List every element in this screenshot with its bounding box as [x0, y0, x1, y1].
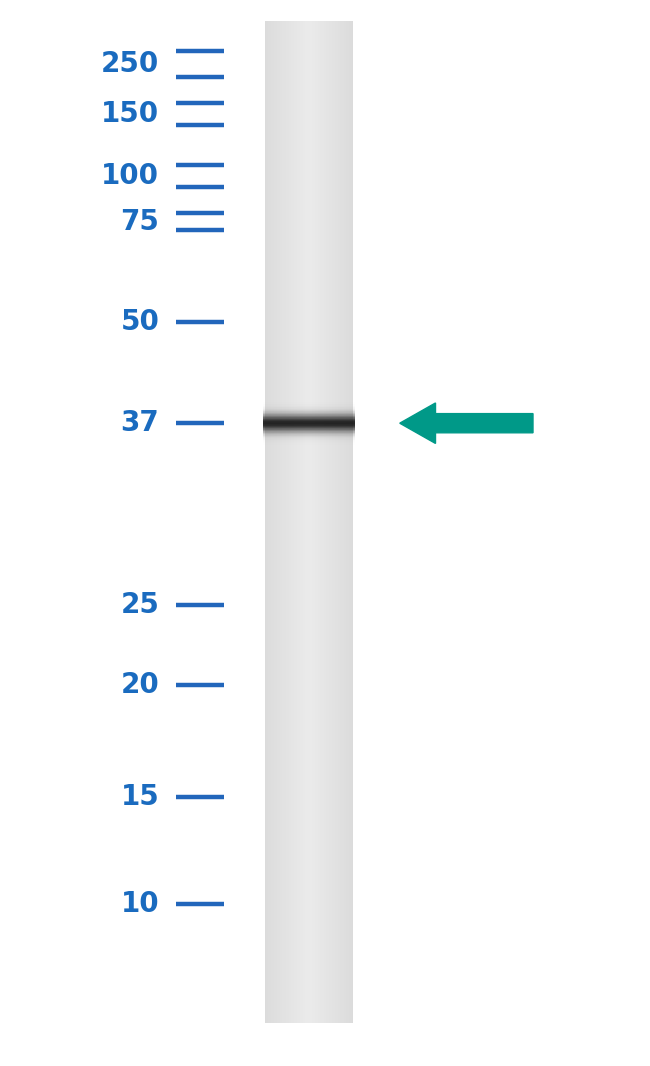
Text: 75: 75 [120, 208, 159, 236]
Text: 50: 50 [120, 308, 159, 336]
Text: 150: 150 [101, 100, 159, 128]
Polygon shape [313, 21, 314, 1023]
Polygon shape [321, 21, 322, 1023]
Polygon shape [271, 21, 272, 1023]
Polygon shape [266, 21, 268, 1023]
Polygon shape [292, 21, 293, 1023]
Polygon shape [286, 21, 287, 1023]
Polygon shape [265, 21, 266, 1023]
Polygon shape [337, 21, 338, 1023]
Polygon shape [341, 21, 342, 1023]
Polygon shape [307, 21, 308, 1023]
Polygon shape [315, 21, 316, 1023]
Polygon shape [331, 21, 332, 1023]
Polygon shape [344, 21, 346, 1023]
Polygon shape [299, 21, 300, 1023]
Polygon shape [333, 21, 334, 1023]
Polygon shape [278, 21, 279, 1023]
Polygon shape [312, 21, 313, 1023]
Text: 15: 15 [120, 784, 159, 811]
Polygon shape [288, 21, 289, 1023]
Polygon shape [324, 21, 326, 1023]
Polygon shape [276, 21, 277, 1023]
Text: 25: 25 [120, 592, 159, 619]
Polygon shape [284, 21, 285, 1023]
Polygon shape [334, 21, 335, 1023]
Polygon shape [327, 21, 328, 1023]
Polygon shape [308, 21, 309, 1023]
Polygon shape [347, 21, 348, 1023]
Polygon shape [329, 21, 330, 1023]
Polygon shape [283, 21, 284, 1023]
Polygon shape [316, 21, 317, 1023]
Polygon shape [326, 21, 327, 1023]
Polygon shape [351, 21, 352, 1023]
Polygon shape [274, 21, 276, 1023]
Polygon shape [297, 21, 298, 1023]
Polygon shape [306, 21, 307, 1023]
Polygon shape [342, 21, 343, 1023]
Polygon shape [318, 21, 319, 1023]
Text: 37: 37 [120, 409, 159, 437]
Polygon shape [287, 21, 288, 1023]
Polygon shape [296, 21, 297, 1023]
Polygon shape [338, 21, 339, 1023]
Polygon shape [343, 21, 344, 1023]
Polygon shape [268, 21, 269, 1023]
Polygon shape [270, 21, 271, 1023]
Text: 250: 250 [101, 50, 159, 78]
Polygon shape [293, 21, 294, 1023]
Polygon shape [273, 21, 274, 1023]
Polygon shape [298, 21, 299, 1023]
Polygon shape [322, 21, 323, 1023]
Polygon shape [281, 21, 282, 1023]
Polygon shape [323, 21, 324, 1023]
FancyArrow shape [400, 403, 533, 443]
Polygon shape [350, 21, 351, 1023]
Polygon shape [285, 21, 286, 1023]
Polygon shape [330, 21, 331, 1023]
Polygon shape [320, 21, 321, 1023]
Polygon shape [301, 21, 302, 1023]
Polygon shape [339, 21, 341, 1023]
Polygon shape [280, 21, 281, 1023]
Polygon shape [314, 21, 315, 1023]
Polygon shape [348, 21, 349, 1023]
Polygon shape [269, 21, 270, 1023]
Polygon shape [335, 21, 336, 1023]
Polygon shape [277, 21, 278, 1023]
Polygon shape [311, 21, 312, 1023]
Polygon shape [336, 21, 337, 1023]
Polygon shape [279, 21, 280, 1023]
Text: 10: 10 [121, 890, 159, 918]
Polygon shape [300, 21, 301, 1023]
Polygon shape [346, 21, 347, 1023]
Polygon shape [302, 21, 303, 1023]
Polygon shape [328, 21, 329, 1023]
Text: 20: 20 [120, 672, 159, 699]
Polygon shape [319, 21, 320, 1023]
Text: 100: 100 [101, 162, 159, 190]
Polygon shape [304, 21, 306, 1023]
Polygon shape [289, 21, 291, 1023]
Polygon shape [303, 21, 304, 1023]
Polygon shape [272, 21, 273, 1023]
Polygon shape [309, 21, 311, 1023]
Polygon shape [317, 21, 318, 1023]
Polygon shape [291, 21, 292, 1023]
Polygon shape [349, 21, 350, 1023]
Polygon shape [282, 21, 283, 1023]
Polygon shape [332, 21, 333, 1023]
Polygon shape [294, 21, 296, 1023]
